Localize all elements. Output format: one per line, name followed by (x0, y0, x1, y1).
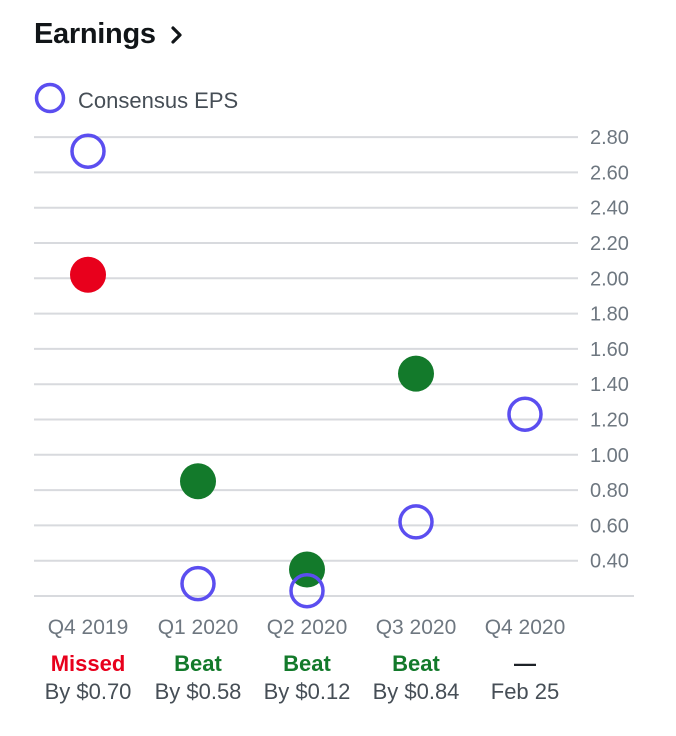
consensus-eps-point (289, 572, 325, 609)
actual-eps-point (398, 355, 434, 392)
consensus-eps-point (507, 396, 543, 432)
consensus-eps-point (70, 133, 106, 169)
actual-eps-point (70, 256, 106, 293)
x-tick-label: Q1 2020 (158, 616, 239, 639)
y-tick-label: 2.80 (590, 127, 629, 149)
result-detail-label: By $0.70 (45, 679, 132, 704)
y-tick-label: 1.00 (590, 445, 629, 467)
y-tick-label: 1.60 (590, 339, 629, 361)
legend-label: Consensus EPS (78, 87, 239, 113)
x-tick-label: Q4 2019 (48, 616, 129, 639)
result-status-label: Beat (283, 651, 331, 676)
result-detail-label: By $0.12 (264, 679, 351, 704)
y-tick-label: 0.60 (590, 515, 629, 537)
x-tick-label: Q4 2020 (485, 616, 566, 639)
y-tick-label: 1.80 (590, 304, 629, 326)
result-status-label: Beat (174, 651, 222, 676)
y-tick-label: 0.80 (590, 480, 629, 502)
result-detail-label: By $0.84 (373, 679, 460, 704)
earnings-header-link[interactable]: Earnings (34, 18, 184, 51)
x-tick-label: Q2 2020 (267, 616, 348, 639)
y-tick-label: 0.40 (590, 551, 629, 573)
legend: Consensus EPS (34, 82, 238, 119)
y-tick-label: 1.40 (590, 374, 629, 396)
result-status-label: — (514, 651, 536, 676)
section-title: Earnings (34, 18, 156, 50)
y-tick-label: 2.00 (590, 268, 629, 290)
result-detail-label: Feb 25 (491, 679, 560, 704)
y-tick-label: 2.20 (590, 233, 629, 255)
consensus-eps-point (398, 504, 434, 540)
x-tick-label: Q3 2020 (376, 616, 457, 639)
result-detail-label: By $0.58 (155, 679, 242, 704)
y-tick-label: 2.60 (590, 162, 629, 184)
consensus-marker-icon (34, 82, 66, 119)
y-tick-label: 2.40 (590, 198, 629, 220)
y-tick-label: 1.20 (590, 410, 629, 432)
result-status-label: Missed (51, 651, 126, 676)
actual-eps-point (180, 463, 216, 500)
chevron-right-icon (170, 25, 184, 45)
result-status-label: Beat (392, 651, 440, 676)
consensus-eps-point (180, 565, 216, 602)
